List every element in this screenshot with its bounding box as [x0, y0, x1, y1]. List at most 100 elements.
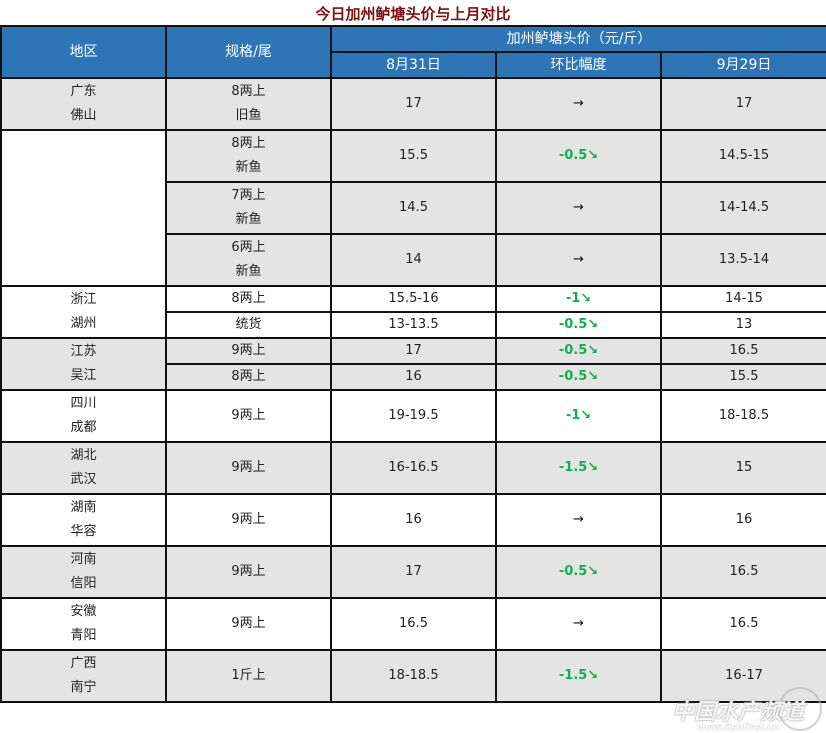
prev-price-cell: 16-16.5	[330, 441, 497, 495]
change-flat-arrow-icon: →	[573, 252, 584, 267]
region-cell: 广西 南宁	[0, 649, 167, 703]
cell-line: 湖南	[70, 500, 97, 515]
cell-line: 新鱼	[235, 264, 262, 279]
table-row: 浙江湖州 8两上 15.5-16 -1↘ 14-15	[0, 285, 826, 339]
cell-line: 8两上	[231, 291, 266, 306]
cell-line: 江苏	[70, 344, 97, 359]
cell-line: 9两上	[231, 343, 266, 358]
change-cell: -0.5↘	[495, 337, 662, 365]
spec-cell: 9两上	[165, 389, 332, 443]
cell-line: 9两上	[231, 460, 266, 475]
region-cell: 广东 佛山	[0, 77, 167, 131]
curr-price-cell: 13	[660, 311, 826, 339]
spec-cell: 9两上	[165, 545, 332, 599]
table-row: 河南信阳 9两上 17 -0.5↘ 16.5	[0, 545, 826, 599]
cell-line: 华容	[70, 524, 97, 539]
region-cell: 四川 成都	[0, 389, 167, 443]
prev-price-cell: 17	[330, 337, 497, 365]
region-cell: 河南 信阳	[0, 545, 167, 599]
change-cell: -0.5↘	[495, 363, 662, 391]
cell-line: 武汉	[70, 472, 97, 487]
curr-price-cell: 14-14.5	[660, 181, 826, 235]
cell-line: 湖北	[70, 448, 97, 463]
curr-price-cell: 14-15	[660, 285, 826, 313]
table-row: 安徽 青阳 9两上 16.5 → 16.5	[0, 597, 826, 651]
change-down-value: -1↘	[565, 408, 592, 423]
change-cell: -1↘	[495, 389, 662, 443]
table-row: 湖南华容 9两上 16 → 16	[0, 493, 826, 547]
curr-price-cell: 13.5-14	[660, 233, 826, 287]
cell-line: 安徽	[70, 604, 97, 619]
cell-line: 佛山	[70, 108, 97, 123]
prev-price-cell: 17	[330, 545, 497, 599]
prev-price-cell: 13-13.5	[330, 311, 497, 339]
prev-price-cell: 15.5-16	[330, 285, 497, 313]
table-row: 7两上 新鱼 14.5 → 14-14.5	[1, 181, 826, 235]
curr-price-cell: 16.5	[660, 545, 826, 599]
change-cell: →	[495, 233, 662, 287]
change-flat-arrow-icon: →	[573, 96, 584, 111]
table-row: 8两上 新鱼 15.5 -0.5↘ 14.5-15	[0, 129, 826, 287]
cell-line: 青阳	[70, 628, 97, 643]
curr-price-cell: 16.5	[660, 597, 826, 651]
cell-line: 吴江	[70, 368, 97, 383]
change-down-value: -1↘	[565, 291, 592, 306]
spec-cell: 9两上	[165, 597, 332, 651]
change-down-value: -0.5↘	[558, 317, 599, 332]
cell-line: 旧鱼	[235, 108, 262, 123]
cell-line: 浙江	[70, 292, 97, 307]
change-cell: -1↘	[495, 285, 662, 313]
watermark-globe-icon	[778, 687, 822, 731]
change-cell: -0.5↘	[495, 545, 662, 599]
table-row: 统货 13-13.5 -0.5↘ 13	[1, 311, 826, 339]
region-cell: 浙江 湖州	[0, 285, 167, 339]
spec-cell: 8两上	[165, 285, 332, 313]
cell-line: 信阳	[70, 576, 97, 591]
header-spec: 规格/尾	[165, 25, 332, 79]
cell-line: 9两上	[231, 408, 266, 423]
table-row: 8两上 16 -0.5↘ 15.5	[1, 363, 826, 391]
change-cell: -1.5↘	[495, 441, 662, 495]
cell-line: 广西	[70, 656, 97, 671]
cell-line: 湖州	[70, 316, 97, 331]
change-cell: →	[495, 493, 662, 547]
curr-price-cell: 18-18.5	[660, 389, 826, 443]
change-cell: -0.5↘	[495, 311, 662, 339]
cell-line: 广东	[70, 84, 97, 99]
cell-line: 南宁	[70, 680, 97, 695]
change-cell: →	[495, 77, 662, 131]
spec-cell: 8两上旧鱼	[165, 77, 332, 131]
table-row: 6两上 新鱼 14 → 13.5-14	[1, 233, 826, 287]
curr-price-cell: 16	[660, 493, 826, 547]
cell-line: 河南	[70, 552, 97, 567]
cell-line: 9两上	[231, 512, 266, 527]
table-row: 广西 南宁 1斤上 18-18.5 -1.5↘ 16-17	[0, 649, 826, 703]
change-cell: →	[495, 181, 662, 235]
change-down-value: -0.5↘	[558, 564, 599, 579]
curr-price-cell: 14.5-15	[660, 129, 826, 183]
cell-line: 9两上	[231, 564, 266, 579]
spec-cell: 9两上	[165, 493, 332, 547]
header-region: 地区	[0, 25, 167, 79]
table-row: 广东 佛山 8两上 旧鱼 17 → 17	[0, 77, 826, 131]
cell-line: 7两上	[231, 188, 266, 203]
change-down-value: -0.5↘	[558, 343, 599, 358]
change-down-value: -0.5↘	[558, 148, 599, 163]
prev-price-cell: 14.5	[330, 181, 497, 235]
cell-line: 成都	[70, 420, 97, 435]
header-price-group: 加州鲈塘头价（元/斤）	[330, 25, 826, 53]
table-row: 湖北 武汉 9两上 16-16.5 -1.5↘ 15	[0, 441, 826, 495]
region-cell: 湖北 武汉	[0, 441, 167, 495]
prev-price-cell: 16	[330, 363, 497, 391]
cell-line: 8两上	[231, 84, 266, 99]
region-merged-blank	[0, 129, 167, 287]
prev-price-cell: 15.5	[330, 129, 497, 183]
prev-price-cell: 16	[330, 493, 497, 547]
region-cell: 湖南 华容	[0, 493, 167, 547]
curr-price-cell: 16.5	[660, 337, 826, 365]
region-cell: 江苏 吴江	[0, 337, 167, 391]
cell-line: 8两上	[231, 369, 266, 384]
header-curr-date: 9月29日	[660, 51, 826, 79]
spec-cell: 7两上 新鱼	[165, 181, 332, 235]
table-row: 四川 成都 9两上 19-19.5 -1↘ 18-18.5	[0, 389, 826, 443]
